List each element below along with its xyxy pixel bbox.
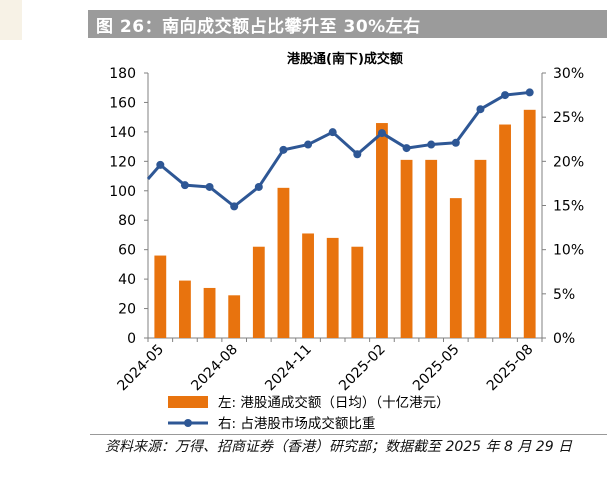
line-point — [402, 144, 411, 153]
line-point — [254, 182, 263, 191]
line-point — [525, 88, 534, 97]
line-point — [476, 105, 485, 114]
left-tick-label: 0 — [127, 331, 136, 347]
legend-line-marker — [184, 419, 192, 427]
series-line — [146, 90, 530, 208]
x-tick-label: 2025-08 — [484, 342, 537, 395]
banner-tab — [0, 0, 22, 40]
x-tick-label: 2025-02 — [336, 342, 389, 395]
bar — [523, 109, 536, 338]
left-tick-label: 40 — [118, 272, 136, 288]
bar — [154, 255, 167, 338]
left-tick-label: 180 — [109, 66, 136, 82]
bar — [351, 246, 364, 338]
left-tick-label: 60 — [118, 243, 136, 259]
x-tick-label: 2024-05 — [114, 342, 167, 395]
x-tick-label: 2024-11 — [262, 342, 315, 395]
line-point — [304, 140, 313, 149]
bar — [302, 233, 314, 338]
source-note: 资料来源：万得、招商证券（香港）研究部；数据截至 2025 年 8 月 29 日 — [105, 439, 573, 455]
x-tick-label: 2025-05 — [410, 342, 463, 395]
line-point — [451, 138, 460, 147]
bar — [277, 187, 290, 338]
source-divider — [90, 434, 607, 435]
right-tick-label: 25% — [553, 110, 584, 126]
bar — [228, 295, 241, 338]
line-point — [427, 140, 436, 149]
bar — [203, 287, 216, 338]
bar — [252, 246, 265, 338]
right-tick-label: 20% — [553, 154, 584, 170]
line-point — [180, 181, 189, 190]
right-tick-label: 15% — [553, 199, 584, 215]
line-point — [230, 202, 239, 211]
bar — [449, 198, 462, 338]
left-tick-label: 100 — [109, 184, 136, 200]
right-tick-label: 0% — [553, 331, 575, 347]
figure-banner: 图 26：南向成交额占比攀升至 30%左右 — [0, 0, 607, 40]
bar — [400, 159, 413, 338]
bar — [326, 237, 339, 338]
line-point — [377, 129, 386, 138]
left-tick-label: 160 — [109, 95, 136, 111]
line-point — [353, 150, 362, 159]
left-tick-label: 80 — [118, 213, 136, 229]
legend-bar-label: 左: 港股通成交额（日均）（十亿港元） — [218, 394, 450, 411]
left-tick-label: 120 — [109, 154, 136, 170]
bar — [179, 280, 191, 338]
chart-title: 港股通(南下)成交额 — [287, 51, 403, 67]
bar — [474, 159, 487, 338]
right-tick-label: 10% — [553, 243, 584, 259]
bar — [425, 159, 438, 338]
right-tick-label: 5% — [553, 287, 575, 303]
line-point — [328, 128, 337, 137]
line-point — [156, 160, 165, 169]
line-point — [279, 145, 288, 154]
chart: 港股通(南下)成交额 0 20 40 60 80 100 120 140 160 180 0% 5% 10… — [109, 51, 584, 430]
legend-bar-swatch — [168, 396, 208, 408]
bar — [499, 124, 511, 339]
figure-title: 图 26：南向成交额占比攀升至 30%左右 — [96, 17, 421, 37]
line-point — [501, 91, 510, 100]
bar — [376, 123, 388, 338]
legend-line-label: 右: 占港股市场成交额比重 — [218, 415, 375, 430]
left-tick-label: 140 — [109, 125, 136, 141]
line-point — [205, 182, 214, 191]
banner-bar — [88, 10, 607, 38]
left-tick-label: 20 — [118, 302, 136, 318]
x-tick-label: 2024-08 — [188, 342, 241, 395]
right-tick-label: 30% — [553, 66, 584, 82]
